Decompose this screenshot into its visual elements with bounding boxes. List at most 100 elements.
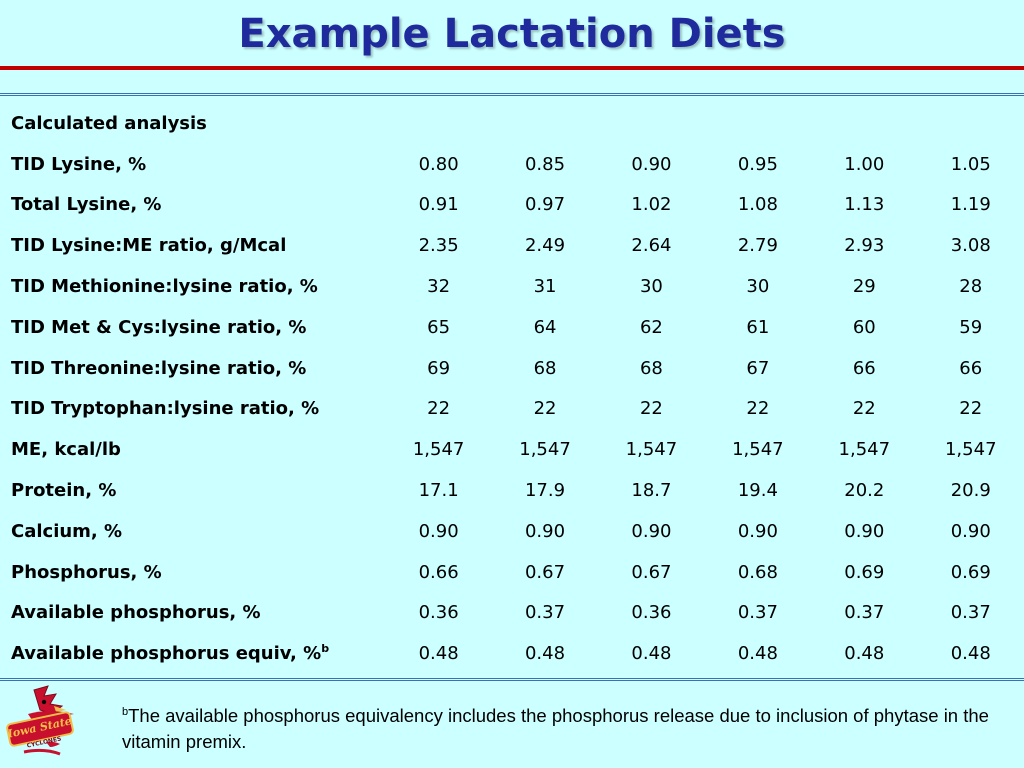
table-cell: 0.48 bbox=[524, 643, 566, 665]
table-cell: 17.9 bbox=[524, 480, 566, 502]
page-title: Example Lactation Diets bbox=[238, 11, 786, 57]
row-label-text: Calcium, % bbox=[11, 520, 123, 542]
row-label: TID Met & Cys:lysine ratio, % bbox=[0, 307, 385, 348]
row-label-text: TID Tryptophan:lysine ratio, % bbox=[11, 398, 320, 420]
table-row: TID Tryptophan:lysine ratio, % 22 22 22 22 22… bbox=[0, 389, 1024, 430]
row-label-text: Total Lysine, % bbox=[11, 194, 162, 216]
table-cell: 0.90 bbox=[631, 153, 672, 175]
table-cell: 0.37 bbox=[524, 602, 566, 624]
table-cell: 0.48 bbox=[737, 643, 778, 665]
table-cell: 17.1 bbox=[418, 480, 459, 502]
table-cell: 22 bbox=[639, 398, 663, 420]
table-cell: 59 bbox=[959, 316, 983, 338]
footnote-text: The available phosphorus equivalency inc… bbox=[122, 705, 989, 752]
table-cell: 68 bbox=[533, 357, 557, 379]
table-cell: 2.93 bbox=[844, 235, 885, 257]
table-cell: 66 bbox=[852, 357, 876, 379]
table-cell: 20.9 bbox=[950, 480, 991, 502]
row-label: TID Tryptophan:lysine ratio, % bbox=[0, 389, 385, 430]
footnote-marker: b bbox=[122, 705, 129, 718]
table-cell: 0.48 bbox=[844, 643, 885, 665]
row-label: TID Lysine:ME ratio, g/Mcal bbox=[0, 225, 385, 266]
table-cell: 0.37 bbox=[737, 602, 778, 624]
row-label: Total Lysine, % bbox=[0, 185, 385, 226]
table-cell: 22 bbox=[427, 398, 451, 420]
table-row: TID Methionine:lysine ratio, % 32 31 30 30 29… bbox=[0, 266, 1024, 307]
table-cell: 1.02 bbox=[631, 194, 672, 216]
table-cell: 0.85 bbox=[524, 153, 566, 175]
table-cell: 0.91 bbox=[418, 194, 459, 216]
row-label-superscript: b bbox=[321, 642, 330, 656]
table-cell: 66 bbox=[959, 357, 983, 379]
row-label-text: Available phosphorus equiv, % bbox=[11, 643, 322, 665]
table-row: Protein, % 17.1 17.9 18.7 19.4 20.2 20.9 bbox=[0, 470, 1024, 511]
row-label-text: TID Met & Cys:lysine ratio, % bbox=[11, 316, 307, 338]
table-cell: 61 bbox=[746, 316, 770, 338]
table-row: Available phosphorus equiv, %b 0.48 0.48 0.… bbox=[0, 633, 1024, 674]
table-bottom-divider bbox=[0, 678, 1024, 681]
table-cell: 0.37 bbox=[844, 602, 885, 624]
table-cell: 1.13 bbox=[844, 194, 885, 216]
row-label: ME, kcal/lb bbox=[0, 429, 385, 470]
table-section-row: Calculated analysis bbox=[0, 103, 1024, 144]
table-cell: 3.08 bbox=[950, 235, 991, 257]
table-cell: 65 bbox=[427, 316, 451, 338]
table-cell: 1.19 bbox=[950, 194, 991, 216]
table-row: TID Lysine, % 0.80 0.85 0.90 0.95 1.00 1.05 bbox=[0, 144, 1024, 185]
row-label-text: TID Lysine:ME ratio, g/Mcal bbox=[11, 235, 287, 257]
table-row: Available phosphorus, % 0.36 0.37 0.36 0.37 0… bbox=[0, 593, 1024, 634]
table-cell: 1.08 bbox=[737, 194, 778, 216]
table-cell: 29 bbox=[852, 276, 876, 298]
table-row: ME, kcal/lb 1,547 1,547 1,547 1,547 1,547 1,54… bbox=[0, 429, 1024, 470]
table-cell: 22 bbox=[746, 398, 770, 420]
table-cell: 0.36 bbox=[418, 602, 459, 624]
table-row: Total Lysine, % 0.91 0.97 1.02 1.08 1.13 1.19 bbox=[0, 185, 1024, 226]
table-cell: 0.90 bbox=[418, 520, 459, 542]
footnote: bThe available phosphorus equivalency in… bbox=[122, 703, 1002, 755]
table-cell: 60 bbox=[852, 316, 876, 338]
table-cell: 1,547 bbox=[732, 439, 784, 461]
row-label: Available phosphorus equiv, %b bbox=[0, 633, 385, 674]
table-cell: 0.48 bbox=[631, 643, 672, 665]
table-cell: 1.00 bbox=[844, 153, 885, 175]
table-cell: 32 bbox=[427, 276, 451, 298]
table-cell: 22 bbox=[533, 398, 557, 420]
table-cell: 0.97 bbox=[524, 194, 566, 216]
table-cell: 22 bbox=[959, 398, 983, 420]
section-label: Calculated analysis bbox=[11, 112, 207, 134]
row-label: TID Methionine:lysine ratio, % bbox=[0, 266, 385, 307]
table-cell: 1,547 bbox=[625, 439, 678, 461]
table-cell: 67 bbox=[746, 357, 770, 379]
table-cell: 1.05 bbox=[950, 153, 991, 175]
table-cell: 31 bbox=[533, 276, 557, 298]
table-cell: 69 bbox=[427, 357, 451, 379]
table-cell: 0.36 bbox=[631, 602, 672, 624]
row-label: Calcium, % bbox=[0, 511, 385, 552]
table-cell: 1,547 bbox=[944, 439, 997, 461]
table-cell: 0.69 bbox=[844, 561, 885, 583]
table-row: TID Lysine:ME ratio, g/Mcal 2.35 2.49 2.64 2… bbox=[0, 225, 1024, 266]
table-top-divider bbox=[0, 93, 1024, 96]
table-cell: 19.4 bbox=[737, 480, 778, 502]
row-label-text: Phosphorus, % bbox=[11, 561, 162, 583]
row-label: Available phosphorus, % bbox=[0, 593, 385, 634]
row-label-text: TID Methionine:lysine ratio, % bbox=[11, 276, 318, 298]
table-cell: 0.90 bbox=[524, 520, 566, 542]
table-cell: 0.67 bbox=[524, 561, 566, 583]
table-cell: 20.2 bbox=[844, 480, 885, 502]
title-divider bbox=[0, 66, 1024, 70]
row-label: Phosphorus, % bbox=[0, 552, 385, 593]
table-cell: 0.90 bbox=[844, 520, 885, 542]
table-cell: 2.79 bbox=[737, 235, 778, 257]
table-cell: 0.90 bbox=[950, 520, 991, 542]
table-cell: 0.90 bbox=[737, 520, 778, 542]
row-label: TID Threonine:lysine ratio, % bbox=[0, 348, 385, 389]
table-cell: 0.80 bbox=[418, 153, 459, 175]
table-row: Phosphorus, % 0.66 0.67 0.67 0.68 0.69 0.69 bbox=[0, 552, 1024, 593]
table-cell: 2.35 bbox=[418, 235, 459, 257]
iowa-state-cyclones-logo-icon: Iowa State CYCLONES bbox=[4, 684, 92, 766]
table-cell: 18.7 bbox=[631, 480, 672, 502]
table-cell: 1,547 bbox=[519, 439, 571, 461]
analysis-table: Calculated analysis TID Lysine, % 0.80 0.8… bbox=[0, 103, 1024, 674]
row-label-text: Available phosphorus, % bbox=[11, 602, 261, 624]
